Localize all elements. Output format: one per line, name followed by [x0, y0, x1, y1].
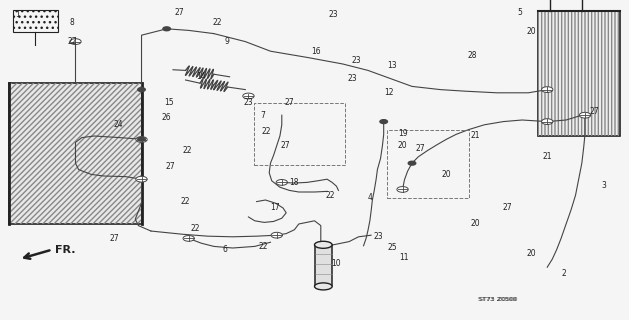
- Text: 14: 14: [196, 72, 206, 81]
- Text: 23: 23: [352, 56, 362, 65]
- Text: 23: 23: [347, 74, 357, 83]
- Circle shape: [276, 180, 287, 185]
- Text: 27: 27: [280, 141, 290, 150]
- Circle shape: [138, 88, 145, 92]
- Text: 19: 19: [398, 129, 408, 138]
- Text: 27: 27: [165, 162, 175, 171]
- Circle shape: [271, 232, 282, 238]
- Text: 9: 9: [224, 37, 229, 46]
- Text: 20: 20: [442, 170, 452, 179]
- Text: 1: 1: [15, 10, 20, 19]
- Bar: [9, 83, 142, 224]
- Text: 4: 4: [367, 193, 372, 202]
- Text: 22: 22: [181, 197, 191, 206]
- Text: 25: 25: [387, 243, 397, 252]
- Ellipse shape: [314, 283, 332, 290]
- Bar: [314, 245, 332, 286]
- Text: 5: 5: [517, 8, 522, 17]
- Circle shape: [542, 119, 553, 124]
- Text: 3: 3: [601, 181, 606, 190]
- Text: 20: 20: [470, 220, 480, 228]
- Text: 21: 21: [470, 132, 480, 140]
- Text: 23: 23: [328, 10, 338, 19]
- Circle shape: [397, 187, 408, 192]
- Text: 23: 23: [373, 232, 383, 241]
- Text: 18: 18: [289, 178, 299, 187]
- Text: 21: 21: [542, 152, 552, 161]
- Text: 6: 6: [223, 245, 228, 254]
- Text: ST73 Z0500: ST73 Z0500: [479, 297, 517, 302]
- Text: 13: 13: [387, 61, 397, 70]
- Text: 26: 26: [162, 113, 172, 122]
- Text: 17: 17: [270, 204, 280, 212]
- Text: 11: 11: [399, 253, 409, 262]
- Text: ST73  Z0500: ST73 Z0500: [479, 297, 518, 302]
- Circle shape: [408, 161, 416, 165]
- Circle shape: [579, 112, 591, 118]
- Bar: [254, 103, 345, 165]
- Text: 27: 27: [502, 203, 512, 212]
- Circle shape: [163, 27, 170, 31]
- Text: 2: 2: [561, 269, 566, 278]
- Text: 15: 15: [164, 98, 174, 107]
- Text: 20: 20: [398, 141, 408, 150]
- Text: 28: 28: [467, 52, 477, 60]
- Text: 10: 10: [331, 260, 341, 268]
- Circle shape: [136, 137, 147, 142]
- Circle shape: [138, 137, 145, 141]
- Ellipse shape: [314, 241, 332, 248]
- Circle shape: [183, 236, 194, 241]
- Text: 22: 22: [212, 18, 222, 27]
- Text: 27: 27: [415, 144, 425, 153]
- Circle shape: [380, 120, 387, 124]
- Text: 22: 22: [258, 242, 268, 251]
- Bar: [387, 130, 469, 198]
- Bar: [13, 10, 58, 32]
- Text: 20: 20: [526, 28, 537, 36]
- Text: 22: 22: [182, 146, 192, 155]
- Text: 12: 12: [384, 88, 394, 97]
- Circle shape: [70, 39, 81, 44]
- Text: 24: 24: [113, 120, 123, 129]
- Text: FR.: FR.: [55, 245, 75, 255]
- Text: 16: 16: [311, 47, 321, 56]
- Circle shape: [542, 87, 553, 92]
- Text: 22: 22: [261, 127, 271, 136]
- Bar: [538, 11, 620, 136]
- Text: 23: 23: [243, 98, 253, 107]
- Text: 27: 27: [174, 8, 184, 17]
- Text: 8: 8: [70, 18, 75, 27]
- Text: 27: 27: [109, 234, 120, 243]
- Text: 22: 22: [190, 224, 200, 233]
- Circle shape: [136, 176, 147, 182]
- Text: 27: 27: [284, 98, 294, 107]
- Bar: [538, 11, 620, 136]
- Text: 20: 20: [526, 249, 537, 258]
- Text: 27: 27: [589, 108, 599, 116]
- Circle shape: [243, 93, 254, 99]
- Text: 22: 22: [325, 191, 335, 200]
- Bar: [9, 83, 142, 224]
- Text: 7: 7: [260, 111, 265, 120]
- Text: 22: 22: [67, 37, 77, 46]
